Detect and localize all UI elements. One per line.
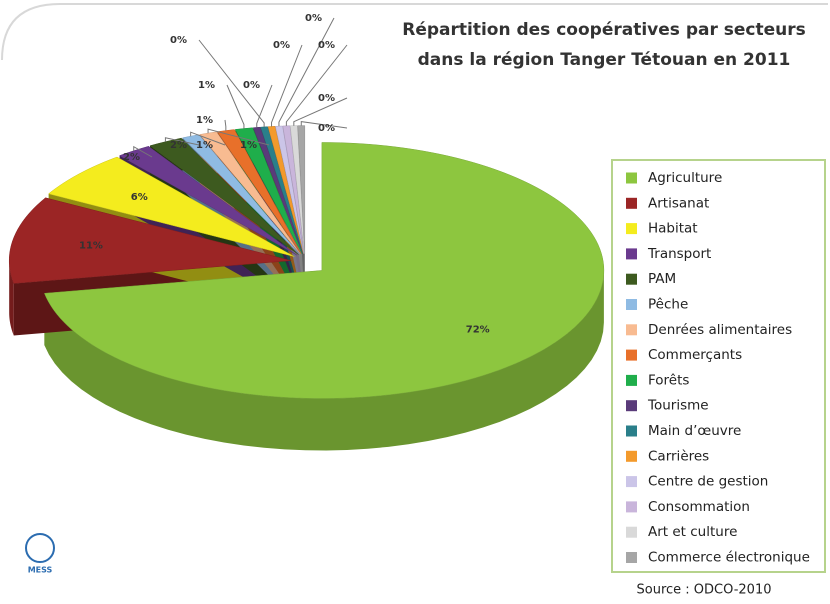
leader-line [278, 17, 335, 127]
data-label: 0% [318, 123, 335, 134]
legend-swatch [626, 248, 637, 260]
legend-swatch [626, 197, 637, 209]
data-label: 2% [170, 140, 187, 151]
slice [48, 156, 295, 257]
data-label: 72% [466, 325, 490, 336]
slice [297, 125, 306, 254]
legend-swatch [626, 172, 637, 184]
slice [149, 137, 299, 255]
slice [44, 142, 605, 399]
legend-label: Centre de gestion [648, 474, 768, 490]
frame [1, 3, 828, 61]
chart-title: dans la région Tanger Tétouan en 2011 [418, 50, 791, 70]
slice [118, 146, 298, 256]
data-label: 0% [273, 40, 290, 51]
legend-swatch [626, 501, 637, 513]
data-label: 1% [196, 140, 213, 151]
legend-swatch [626, 324, 637, 336]
logo: MESS [25, 533, 55, 575]
leader-line [226, 84, 245, 129]
slice-side [9, 260, 14, 336]
leader-line [207, 128, 270, 146]
legend-swatch [626, 425, 637, 437]
source: Source : ODCO-2010 [637, 583, 772, 598]
data-label: 11% [79, 240, 103, 251]
legend-label: Pêche [648, 297, 688, 313]
legend-label: Forêts [648, 372, 689, 388]
leader-line [198, 39, 265, 127]
legend-swatch [626, 450, 637, 462]
legend-label: Habitat [648, 221, 698, 237]
legend-label: Art et culture [648, 524, 737, 540]
slice [267, 126, 304, 254]
legend-swatch [626, 400, 637, 412]
legend-label: Commerçants [648, 347, 742, 363]
slice [216, 129, 302, 255]
data-label: 0% [305, 13, 322, 24]
data-label: 6% [131, 192, 148, 203]
leader-line [133, 145, 153, 158]
chart-title: Répartition des coopératives par secteur… [402, 20, 806, 40]
leader-line [190, 131, 226, 146]
legend-swatch [626, 374, 637, 386]
legend-swatch [626, 526, 637, 538]
leader-line [285, 44, 348, 126]
legend-label: Tourisme [647, 398, 709, 414]
data-label: 0% [243, 80, 260, 91]
legend-label: Main d’œuvre [648, 423, 741, 439]
leader-line [224, 119, 227, 131]
data-label: 1% [196, 115, 213, 126]
logo-icon [25, 533, 55, 563]
legend-swatch [626, 552, 637, 563]
slice [8, 197, 292, 284]
data-label: 0% [318, 40, 335, 51]
legend-swatch [626, 273, 637, 285]
data-label: 2% [123, 152, 140, 163]
data-label: 0% [318, 93, 335, 104]
legend-label: Consommation [648, 499, 750, 515]
leader-line [293, 97, 348, 126]
legend-swatch [626, 299, 637, 310]
legend-label: Agriculture [648, 170, 722, 186]
legend-swatch [626, 476, 637, 488]
legend-box [611, 159, 826, 573]
slice-side [44, 270, 604, 451]
leader-line [271, 44, 303, 127]
legend-label: Artisanat [648, 195, 709, 211]
data-label: 0% [170, 35, 187, 46]
legend-label: Carrières [648, 448, 709, 464]
legend-swatch [626, 223, 637, 235]
data-label: 1% [198, 80, 215, 91]
legend-label: PAM [648, 271, 676, 287]
leader-line [300, 121, 348, 129]
leader-line [164, 137, 200, 146]
logo-text: MESS [28, 566, 53, 575]
legend-label: Transport [647, 246, 711, 262]
legend-label: Commerce électronique [648, 550, 810, 566]
legend-swatch [626, 349, 637, 361]
pie-tops [8, 125, 605, 399]
legend-label: Denrées alimentaires [648, 322, 792, 338]
leader-line [256, 84, 273, 128]
data-label: 1% [240, 140, 257, 151]
